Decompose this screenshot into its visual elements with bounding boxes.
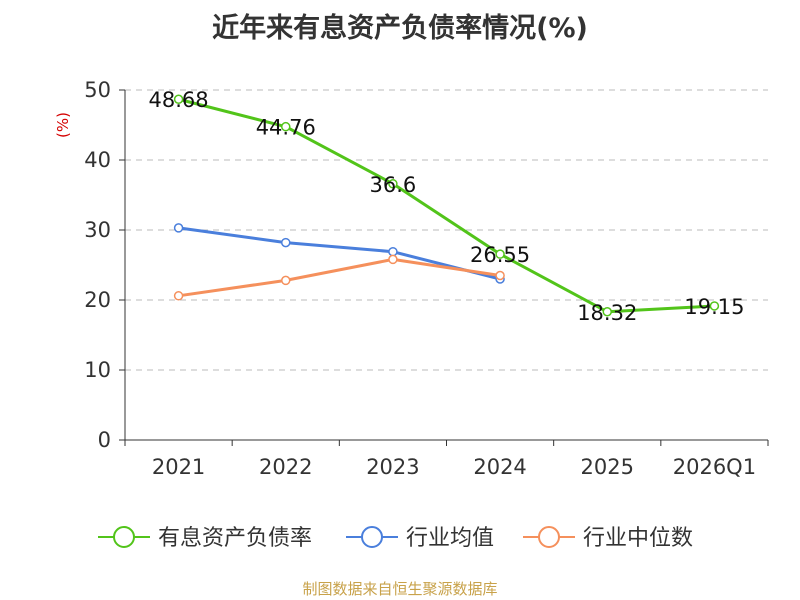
- y-axis-label: (%): [54, 112, 72, 138]
- data-point: [173, 291, 184, 301]
- data-label: 26.55: [470, 243, 530, 267]
- y-tick-label: 10: [84, 358, 111, 382]
- y-tick-label: 40: [84, 148, 111, 172]
- data-point: [173, 94, 184, 104]
- y-tick-label: 30: [84, 218, 111, 242]
- x-tick-label: 2022: [259, 455, 312, 479]
- x-tick-label: 2025: [581, 455, 634, 479]
- legend-label: 行业均值: [406, 526, 494, 551]
- data-point: [495, 270, 505, 281]
- y-tick-label: 20: [84, 288, 111, 312]
- y-tick-label: 50: [84, 78, 111, 102]
- legend-item[interactable]: 有息资产负债率: [98, 526, 312, 551]
- data-point: [281, 237, 291, 248]
- y-tick-label: 0: [98, 428, 111, 452]
- x-tick-label: 2023: [366, 455, 419, 479]
- series-line-1: [178, 226, 501, 281]
- data-point: [173, 223, 184, 233]
- axes: 0 10 20 30 40 50 2021 2022 2023 2024 2025 2026Q1 (%): [54, 78, 769, 479]
- legend-marker: [361, 526, 383, 548]
- source-note: 制图数据来自恒生聚源数据库: [302, 580, 498, 598]
- series-line-0: [178, 97, 715, 314]
- data-point: [388, 179, 398, 189]
- chart-title: 近年来有息资产负债率情况(%): [212, 13, 588, 44]
- legend-marker: [538, 526, 560, 548]
- legend-marker: [113, 526, 135, 548]
- legend-item[interactable]: 行业均值: [346, 526, 494, 551]
- legend-label: 有息资产负债率: [158, 526, 312, 551]
- data-label: 48.68: [149, 88, 209, 112]
- x-tick-label: 2021: [152, 455, 205, 479]
- data-point: [602, 307, 612, 317]
- data-label: 18.32: [577, 301, 637, 325]
- data-labels: 48.68 44.76 36.6 26.55 18.32 19.15: [149, 88, 745, 325]
- data-label: 36.6: [370, 173, 417, 197]
- data-point: [281, 275, 291, 286]
- data-point: [388, 254, 398, 265]
- data-point: [709, 301, 720, 311]
- data-label: 44.76: [256, 116, 316, 140]
- series: [173, 94, 720, 317]
- x-tick-label: 2026Q1: [673, 455, 756, 479]
- x-tick-label: 2024: [473, 455, 526, 479]
- series-line-2: [178, 257, 501, 298]
- data-point: [281, 121, 291, 132]
- data-label: 19.15: [684, 295, 744, 319]
- legend-label: 行业中位数: [583, 526, 693, 551]
- legend[interactable]: 有息资产负债率 行业均值 行业中位数: [98, 526, 693, 551]
- legend-item[interactable]: 行业中位数: [523, 526, 693, 551]
- grid-lines: [125, 89, 768, 371]
- data-point: [495, 249, 505, 259]
- data-point: [388, 246, 398, 257]
